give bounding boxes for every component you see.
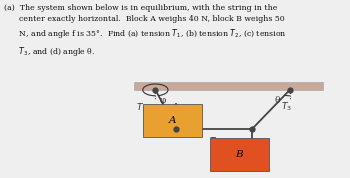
Text: θ: θ [274,96,280,105]
Text: (a)  The system shown below is in equilibrium, with the string in the
      cent: (a) The system shown below is in equilib… [4,4,286,57]
Text: φ: φ [160,96,166,105]
Bar [210,138,269,171]
Text: A: A [168,116,176,125]
Text: B: B [236,150,243,159]
Bar [134,82,323,90]
Bar [143,104,202,137]
Text: $T_3$: $T_3$ [281,100,292,113]
Text: $T_1$: $T_1$ [136,101,147,114]
Text: $T_2$: $T_2$ [209,136,220,148]
